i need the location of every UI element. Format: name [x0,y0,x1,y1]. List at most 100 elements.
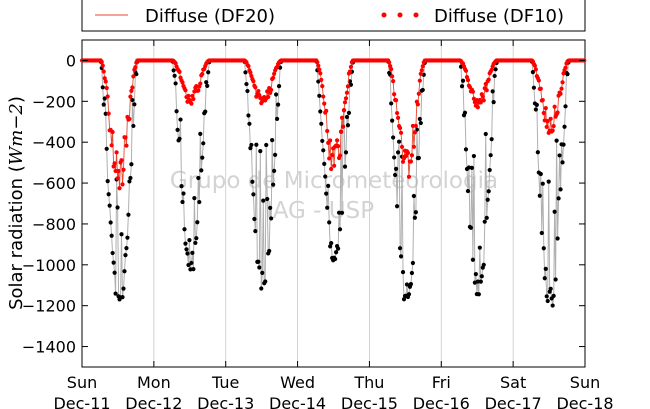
global-series-point [130,97,135,103]
global-series-point [325,205,330,210]
global-series-point [119,232,124,237]
x-tick-label-day: Sun [570,373,600,392]
global-series-point [545,298,550,304]
legend-df20-label: Diffuse (DF20) [145,6,275,27]
df10-series-point [200,71,205,77]
global-series-point [477,245,482,250]
df10-series-point [470,89,476,94]
global-series-point [105,179,110,184]
df10-series-point [189,101,194,106]
global-series-point [274,92,279,97]
df10-series-point [411,144,416,149]
global-series-point [550,303,555,308]
df10-series-point [129,88,134,93]
x-tick-label-day: Tue [211,373,239,392]
df10-series-point [412,130,417,135]
df10-series-point [127,116,132,122]
df10-series-point [325,128,330,134]
global-series-point [125,235,130,240]
global-series-point [246,113,251,118]
global-series-point [563,104,568,109]
global-series-point [254,142,259,147]
global-series-point [543,266,548,271]
global-series-point [276,84,282,89]
df10-series-point [533,67,538,72]
df10-series-point [343,96,349,101]
x-tick-label-day: Thu [353,373,384,392]
df10-series-point [272,71,277,76]
df10-series-point [115,176,120,181]
df10-series-point [532,63,537,68]
df10-series-point [324,108,329,113]
x-tick-label-day: Wed [280,373,315,392]
global-series-point [200,155,205,160]
global-series-point [417,116,422,122]
df10-series-point [251,79,256,84]
global-series-point [172,73,177,78]
global-series-point [268,205,273,210]
global-series-point [326,183,331,189]
y-tick-label: −400 [32,133,76,152]
global-series-point [185,251,190,256]
global-series-point [462,110,468,115]
global-series-point [470,257,476,262]
global-series-point [115,205,120,210]
global-series-point [416,155,421,161]
df10-series-point [561,71,566,76]
df10-series-point [560,80,565,85]
df10-series-point [183,88,188,93]
df10-series-point [248,70,253,75]
df10-series-point [337,153,343,158]
global-series-point [318,109,323,114]
global-series-point [258,149,263,154]
global-series-point [265,196,270,202]
df10-series-point [536,78,541,83]
global-series-point [327,220,332,225]
df10-series-point [413,123,418,128]
global-series-point [274,116,280,121]
df10-series-point [418,71,423,76]
df10-series-point [486,77,491,82]
x-tick-label-date: Dec-14 [269,394,326,409]
df10-series-point [130,85,135,90]
global-series-point [323,174,328,179]
global-series-point [267,248,272,254]
global-series-point [181,191,186,196]
x-axis: Sun Dec-11 Mon Dec-12 Tue Dec-13 Wed Dec-14 Thu D… [53,40,614,409]
global-series-point [344,114,350,120]
df10-series-point [409,153,415,158]
df10-series-point [104,85,109,91]
global-series-point [174,109,179,114]
df10-series-point [114,150,119,155]
df10-series-point [269,87,274,93]
global-series-point [400,269,406,275]
grid-lines [153,40,514,367]
global-series-point [530,70,536,75]
df10-series-point [100,63,105,68]
global-series-point [320,138,325,144]
df10-series-point [123,135,128,140]
df10-series-point [555,110,560,115]
global-series-point [134,72,139,77]
df10-series-point [406,174,412,179]
legend: Diffuse (DF20) Diffuse (DF10) [81,0,586,32]
df10-series-point [548,116,553,121]
global-series-point [554,138,559,143]
global-series-point [418,120,423,126]
global-series-point [468,225,474,230]
global-series-point [411,193,416,199]
global-series-point [557,153,562,158]
global-series-point [460,78,466,83]
global-series-point [205,83,210,89]
df10-series-point [131,74,136,79]
x-tick-label-date: Dec-13 [197,394,254,409]
global-series-point [463,147,469,152]
global-series-point [492,73,497,79]
global-series-point [247,121,252,126]
df10-series-point [177,69,182,74]
global-series-point [275,102,281,107]
global-series-point [394,204,400,209]
global-series-point [261,198,266,203]
df10-series-point [463,68,469,73]
global-series-point [544,294,549,299]
